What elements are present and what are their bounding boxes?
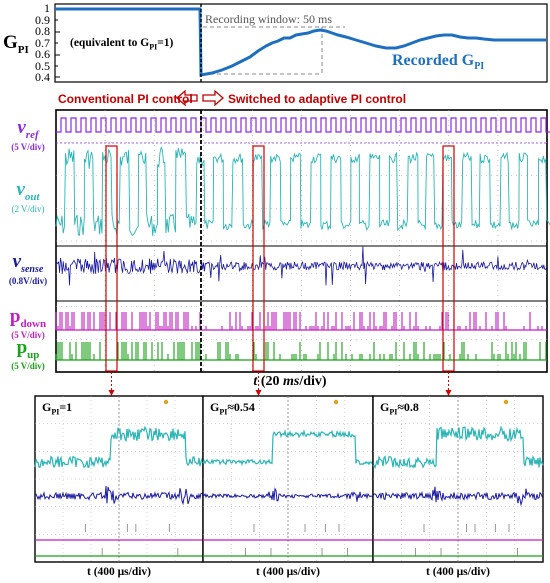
trace-pup	[55, 342, 547, 360]
equivalence-note: (equivalent to GPI=1)	[70, 37, 174, 52]
zoom-window-1	[105, 145, 118, 372]
zoom-window-2	[252, 145, 265, 372]
gpi-axis-label: GPI	[3, 32, 29, 56]
scope-grid	[56, 110, 547, 372]
trace-vsense	[55, 246, 547, 286]
zoom-trace-vsense	[202, 487, 374, 502]
channel-label-vout: vout (2 V/div)	[11, 179, 45, 214]
zoom-trace-pup-pulses	[415, 548, 518, 556]
trace-pdown	[55, 312, 543, 330]
tick-label: 0.8	[35, 24, 50, 38]
recording-window-label: Recording window: 50 ms	[205, 12, 332, 26]
zoom-panel-3	[372, 395, 544, 563]
adaptive-pi-label: Switched to adaptive PI control	[228, 92, 407, 106]
channel-label-pdown: pdown (5 V/div)	[9, 306, 47, 340]
tick-label: 0.5	[35, 58, 50, 73]
zoom-panel-1	[34, 395, 204, 563]
zoom-trace-pup-pulses	[245, 548, 348, 556]
gpi-chart	[54, 3, 548, 83]
zoom-label-3: GPI≈0.8	[380, 400, 419, 417]
trace-vout	[55, 146, 550, 237]
oscilloscope-capture	[55, 109, 550, 396]
zoom-trace-pdown-pulses	[84, 524, 170, 532]
tick-label: 1	[44, 1, 50, 15]
channel-label-pup: pup (5 V/div)	[11, 337, 45, 371]
gpi-tick-labels: 1 0.9 0.8 0.7 0.6 0.5 0.4	[32, 1, 50, 84]
zoom-trace-pdown-pulses	[253, 524, 340, 532]
conventional-pi-label: Conventional PI control	[58, 92, 193, 106]
zoom-trace-vout	[34, 425, 204, 469]
scope-xaxis-label: t (20 ms/div)	[253, 374, 327, 389]
gpi-curve	[55, 7, 546, 77]
channel-label-vref: vref (5 V/div)	[11, 117, 45, 152]
zoom-arrowhead-1	[108, 390, 115, 396]
direction-arrows	[176, 89, 224, 107]
recorded-gpi-label: Recorded GPI	[392, 52, 485, 73]
zoom-trace-vout	[372, 425, 544, 470]
zoom-trace-pup-pulses	[101, 548, 179, 556]
zoom-xlabel-3: t (400 μs/div)	[425, 566, 491, 578]
zoom-trace-vsense	[372, 486, 544, 507]
zoom-label-1: GPI=1	[42, 400, 73, 417]
tick-label: 0.6	[35, 47, 50, 61]
tick-label: 0.4	[35, 70, 50, 84]
zoom-window-3	[442, 145, 455, 372]
zoom-trace-vsense	[34, 485, 204, 506]
zoom-trace-vout	[202, 428, 374, 467]
zoom-arrowhead-2	[255, 390, 262, 396]
tick-label: 0.7	[35, 35, 50, 50]
zoom-label-2: GPI≈0.54	[210, 400, 255, 417]
trace-vref	[56, 117, 550, 133]
zoom-xlabel-2: t (400 μs/div)	[255, 566, 321, 578]
zoom-panel-2	[202, 395, 374, 563]
zoom-arrowhead-3	[445, 390, 452, 396]
channel-label-vsense: vsense (0.8V/div)	[8, 251, 48, 286]
zoom-trace-pdown-pulses	[423, 524, 510, 532]
tick-label: 0.9	[35, 12, 50, 27]
zoom-xlabel-1: t (400 μs/div)	[86, 566, 152, 578]
